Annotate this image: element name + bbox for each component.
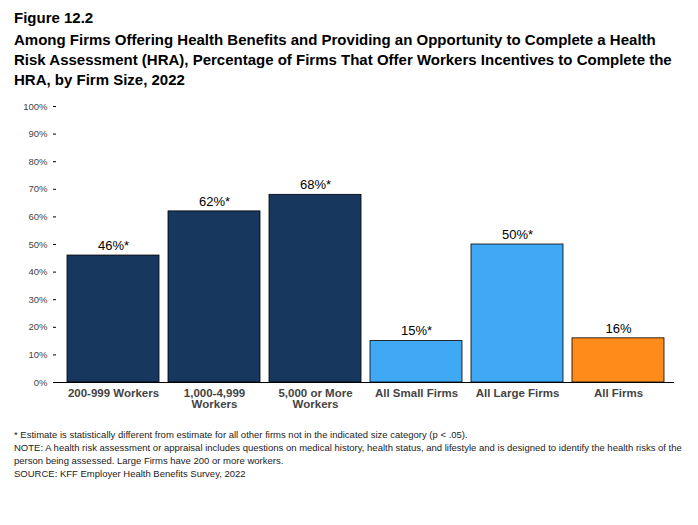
svg-text:All Firms: All Firms [594,387,643,399]
svg-text:70%: 70% [28,183,48,194]
svg-text:68%*: 68%* [300,177,331,192]
svg-text:16%: 16% [605,321,631,336]
svg-text:40%: 40% [28,266,48,277]
html-text:SOURCE: KFF Employer Health Be: SOURCE: KFF Employer Health Benefits Sur… [14,468,246,479]
svg-text:1,000-4,999Workers: 1,000-4,999Workers [184,387,245,411]
html-text:Figure 12.2: Figure 12.2 [14,9,94,26]
html-text:NOTE: A health risk assessment: NOTE: A health risk assessment or apprai… [14,442,682,466]
svg-text:30%: 30% [28,294,48,305]
svg-text:90%: 90% [28,128,48,139]
svg-text:80%: 80% [28,156,48,167]
svg-text:60%: 60% [28,211,48,222]
svg-text:10%: 10% [28,349,48,360]
svg-text:62%*: 62%* [199,194,230,209]
svg-text:50%*: 50%* [502,227,533,242]
html-text:* Estimate is statistically di: * Estimate is statistically different fr… [14,429,468,440]
svg-text:15%*: 15%* [401,323,432,338]
svg-text:100%: 100% [23,101,48,112]
svg-text:All Large Firms: All Large Firms [476,387,560,399]
html-text:Among Firms Offering Health Be: Among Firms Offering Health Benefits and… [14,31,672,88]
svg-text:20%: 20% [28,321,48,332]
svg-text:5,000 or MoreWorkers: 5,000 or MoreWorkers [278,387,352,411]
svg-text:All Small Firms: All Small Firms [375,387,458,399]
svg-text:50%: 50% [28,239,48,250]
svg-text:200-999 Workers: 200-999 Workers [68,387,159,399]
svg-text:46%*: 46%* [98,238,129,253]
svg-text:0%: 0% [34,377,48,388]
